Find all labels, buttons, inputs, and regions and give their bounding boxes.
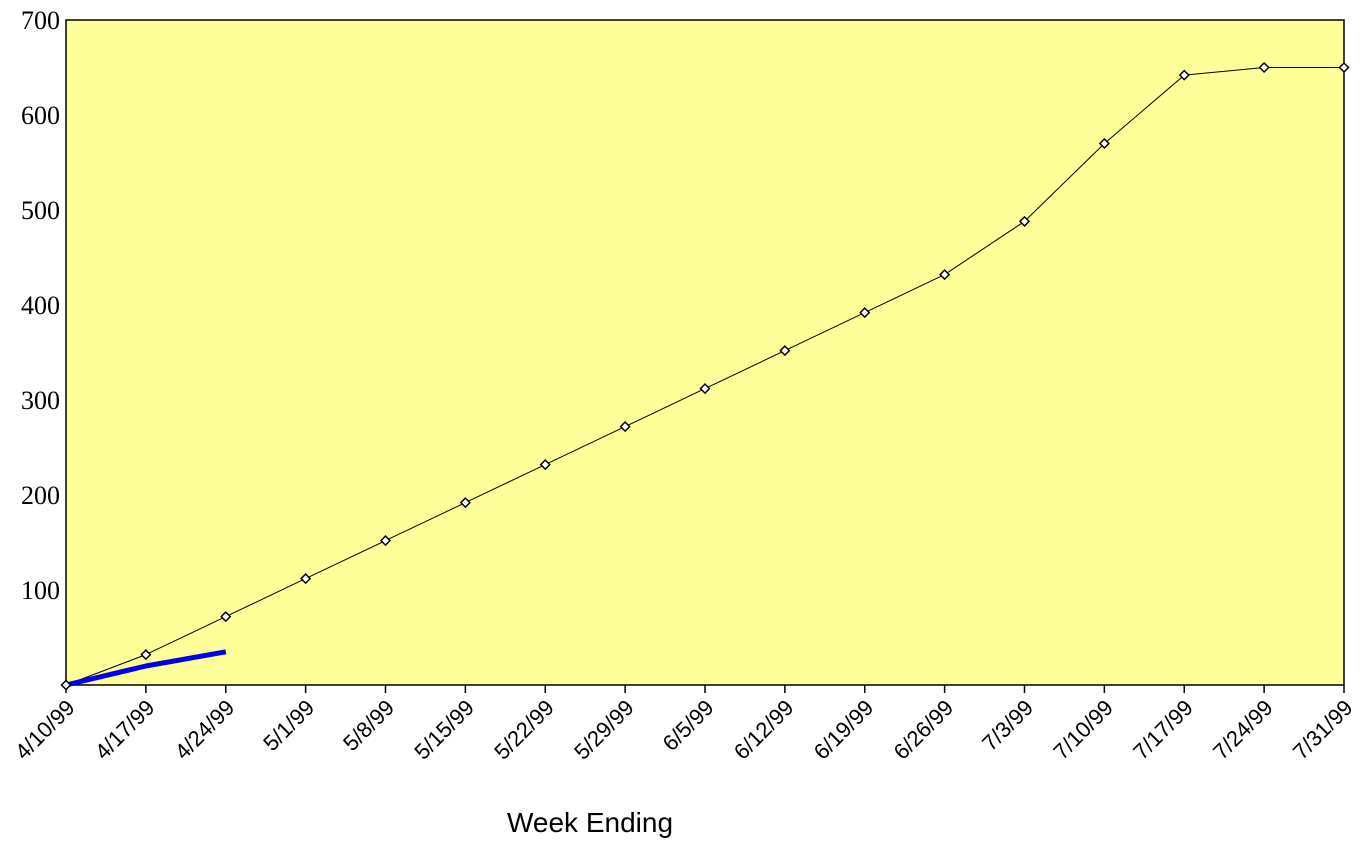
data-point: [859, 307, 871, 319]
y-tick-label: 300: [21, 386, 60, 415]
x-axis-ticks: [65, 685, 1345, 693]
y-tick-label: 500: [21, 196, 60, 225]
data-point: [140, 649, 152, 661]
x-tick-label: 5/15/99: [409, 695, 479, 765]
x-tick-label: 4/24/99: [170, 695, 240, 765]
data-point: [1258, 61, 1270, 74]
series-layer: [60, 61, 1350, 691]
y-tick-label: 100: [21, 576, 60, 605]
data-point: [379, 535, 392, 547]
data-point: [459, 497, 471, 509]
data-point: [779, 345, 791, 357]
data-point: [619, 421, 631, 433]
x-tick-label: 6/12/99: [729, 695, 799, 765]
x-tick-label: 4/10/99: [10, 695, 80, 765]
data-point: [1338, 61, 1350, 74]
data-point: [1098, 137, 1110, 150]
x-tick-label: 7/31/99: [1288, 695, 1358, 765]
x-tick-label: 5/22/99: [489, 695, 559, 765]
data-point: [60, 679, 72, 691]
x-tick-label: 5/1/99: [258, 695, 319, 756]
series-line-2: [65, 649, 227, 688]
data-point: [699, 383, 711, 395]
x-tick-label: 7/10/99: [1048, 695, 1118, 765]
data-point: [539, 459, 551, 471]
x-tick-label: 4/17/99: [90, 695, 160, 765]
y-tick-label: 700: [21, 6, 60, 35]
y-tick-label: 600: [21, 101, 60, 130]
x-tick-label: 7/3/99: [977, 695, 1038, 756]
y-tick-label: 200: [21, 481, 60, 510]
plot-area: [65, 19, 1345, 686]
x-tick-label: 6/26/99: [889, 695, 959, 765]
x-tick-label: 5/8/99: [338, 695, 399, 756]
x-axis-title: Week Ending: [507, 807, 673, 838]
x-tick-label: 7/17/99: [1128, 695, 1198, 765]
x-tick-label: 6/19/99: [809, 695, 879, 765]
data-point: [1018, 215, 1031, 227]
data-point: [300, 573, 312, 585]
data-point: [939, 269, 951, 281]
x-tick-label: 7/24/99: [1208, 695, 1278, 765]
y-tick-label: 400: [21, 291, 60, 320]
x-tick-label: 5/29/99: [569, 695, 639, 765]
data-point: [220, 611, 232, 623]
y-axis-labels: 100 200 300 400 500 600 700: [21, 6, 60, 605]
x-axis-labels: 4/10/99 4/17/99 4/24/99 5/1/99 5/8/99 5/15/99…: [10, 695, 1358, 765]
data-point: [1178, 69, 1190, 81]
x-tick-label: 6/5/99: [658, 695, 719, 756]
